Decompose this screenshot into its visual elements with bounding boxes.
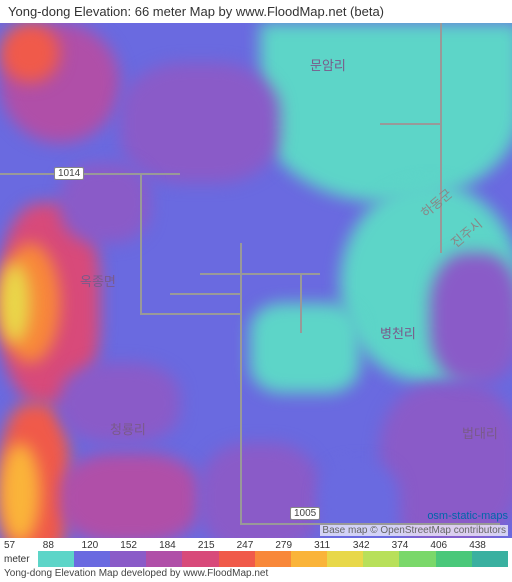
legend-swatch: [255, 551, 291, 567]
terrain-patch: [120, 63, 280, 183]
road-line: [140, 313, 240, 315]
road-line: [440, 23, 442, 253]
legend-swatch: [182, 551, 218, 567]
terrain-patch: [260, 23, 512, 203]
road-line: [240, 243, 242, 523]
legend-value: 311: [314, 540, 353, 551]
dev-credit: Yong-dong Elevation Map developed by www…: [0, 567, 512, 582]
legend-value: 279: [275, 540, 314, 551]
legend-unit: meter: [0, 554, 34, 565]
terrain-patch: [0, 443, 40, 538]
legend-swatch: [436, 551, 472, 567]
legend-swatch: [327, 551, 363, 567]
legend-swatch: [110, 551, 146, 567]
legend-value: 120: [82, 540, 121, 551]
legend-swatch: [74, 551, 110, 567]
legend-value: 184: [159, 540, 198, 551]
map-area[interactable]: 문암리옥종면하동군진주시병천리청룡리법대리 10141005 osm-stati…: [0, 23, 512, 538]
legend-value: 215: [198, 540, 237, 551]
basemap-credit: Base map © OpenStreetMap contributors: [320, 525, 508, 536]
road-line: [300, 273, 302, 333]
legend-footer: 5788120152184215247279311342374406438 me…: [0, 538, 512, 582]
legend-value: 374: [392, 540, 431, 551]
legend-swatch: [146, 551, 182, 567]
legend-swatch: [363, 551, 399, 567]
legend-swatch: [219, 551, 255, 567]
legend-value: 406: [430, 540, 469, 551]
legend-value: 342: [353, 540, 392, 551]
place-label: 청룡리: [110, 419, 146, 438]
legend-value: 438: [469, 540, 508, 551]
elevation-raster: [0, 23, 512, 538]
road-shield: 1014: [54, 167, 84, 180]
legend-value: 88: [43, 540, 82, 551]
legend-value: 247: [237, 540, 276, 551]
legend-colorbar: [38, 551, 508, 567]
road-line: [380, 123, 440, 125]
place-label: 법대리: [462, 423, 498, 442]
road-shield: 1005: [290, 507, 320, 520]
map-attribution: osm-static-maps: [427, 510, 508, 522]
legend-swatch: [38, 551, 74, 567]
road-line: [200, 273, 320, 275]
place-label: 문암리: [310, 55, 346, 74]
legend-labels: 5788120152184215247279311342374406438: [0, 538, 512, 551]
legend-swatch: [291, 551, 327, 567]
terrain-patch: [60, 453, 200, 538]
legend-swatch: [399, 551, 435, 567]
terrain-patch: [430, 253, 512, 383]
place-label: 병천리: [380, 323, 416, 342]
place-label: 옥종면: [80, 271, 116, 290]
map-title: Yong-dong Elevation: 66 meter Map by www…: [0, 0, 512, 23]
road-line: [140, 173, 142, 313]
legend-value: 57: [4, 540, 43, 551]
terrain-patch: [0, 23, 60, 83]
legend-value: 152: [120, 540, 159, 551]
terrain-patch: [0, 263, 30, 343]
road-line: [170, 293, 240, 295]
terrain-patch: [250, 303, 360, 393]
map-container: Yong-dong Elevation: 66 meter Map by www…: [0, 0, 512, 582]
legend-swatch: [472, 551, 508, 567]
road-line: [0, 173, 180, 175]
